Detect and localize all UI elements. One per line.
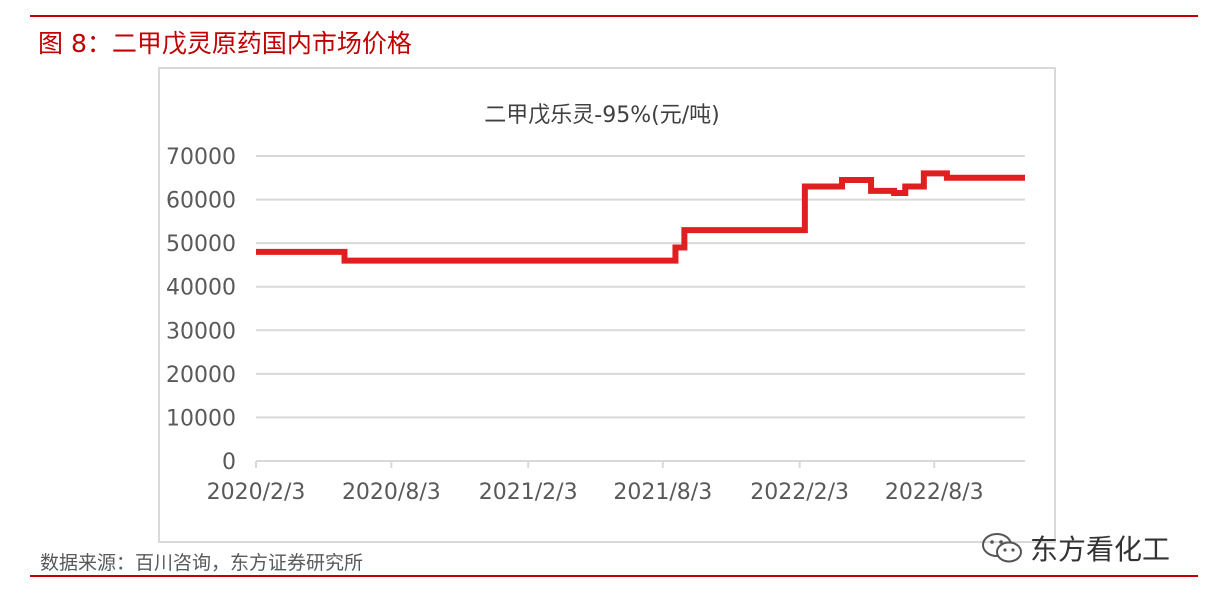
watermark-text: 东方看化工 xyxy=(1030,533,1171,566)
y-axis: 0 10000 20000 30000 40000 50000 60000 70000 xyxy=(166,145,236,475)
y-tick-label: 60000 xyxy=(166,189,236,214)
x-tick-label: 2020/8/3 xyxy=(342,480,441,505)
y-tick-label: 10000 xyxy=(166,406,236,431)
wechat-icon xyxy=(982,533,1022,563)
chart-title: 二甲戊乐灵-95%(元/吨) xyxy=(484,103,719,128)
source-note: 数据来源：百川咨询，东方证券研究所 xyxy=(40,552,364,574)
series-line xyxy=(256,170,1025,264)
x-tick-label: 2021/8/3 xyxy=(613,480,712,505)
figure-title: 图 8：二甲戊灵原药国内市场价格 xyxy=(38,29,412,58)
top-rule xyxy=(30,15,1198,17)
y-tick-label: 20000 xyxy=(166,363,236,388)
y-tick-label: 30000 xyxy=(166,319,236,344)
chart: 二甲戊乐灵-95%(元/吨) 0 10000 20000 30000 40000 5000… xyxy=(166,103,1026,505)
x-tick-label: 2020/2/3 xyxy=(207,480,306,505)
chart-frame: 二甲戊乐灵-95%(元/吨) 0 10000 20000 30000 40000 5000… xyxy=(158,67,1056,543)
y-tick-label: 40000 xyxy=(166,276,236,301)
watermark: 东方看化工 xyxy=(980,528,1170,568)
series xyxy=(255,170,1026,264)
grid xyxy=(256,155,1025,419)
bottom-rule xyxy=(30,575,1198,577)
x-tick-label: 2022/8/3 xyxy=(885,480,984,505)
y-tick-label: 0 xyxy=(222,450,236,475)
x-axis: 2020/2/3 2020/8/3 2021/2/3 2021/8/3 2022/2/3… xyxy=(207,460,1025,505)
x-tick-label: 2021/2/3 xyxy=(479,480,578,505)
y-tick-label: 50000 xyxy=(166,232,236,257)
y-tick-label: 70000 xyxy=(166,145,236,170)
x-tick-label: 2022/2/3 xyxy=(750,480,849,505)
